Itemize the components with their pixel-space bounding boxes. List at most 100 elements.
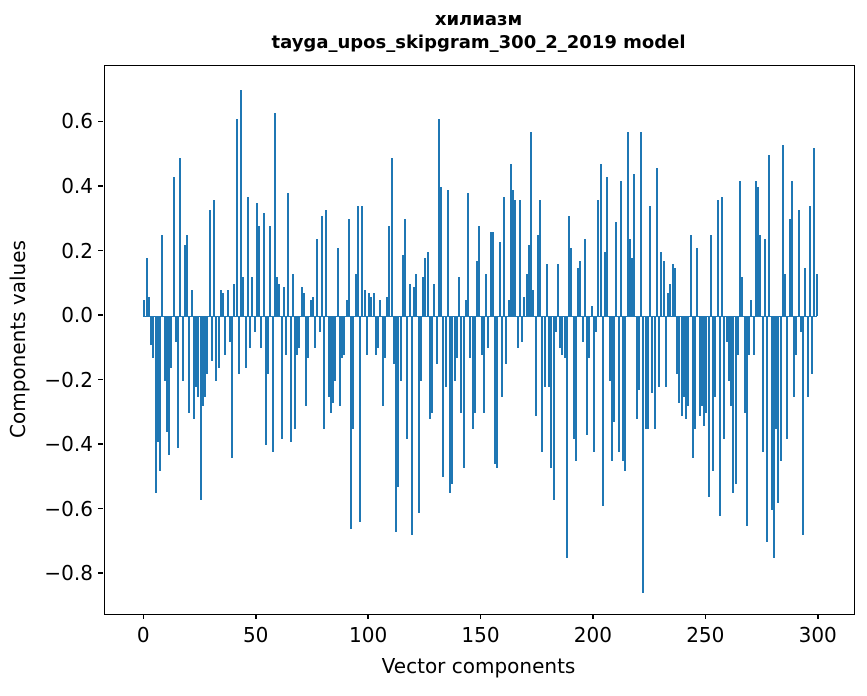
bar xyxy=(763,238,766,316)
bar xyxy=(316,238,319,316)
bar xyxy=(788,219,791,316)
bar xyxy=(361,206,364,316)
bar xyxy=(761,316,764,452)
bar xyxy=(485,274,487,316)
bar xyxy=(793,316,795,397)
bar xyxy=(320,216,323,316)
bar xyxy=(226,290,229,316)
bar xyxy=(399,316,402,381)
bar xyxy=(509,164,512,316)
bar xyxy=(557,264,559,316)
bar xyxy=(577,267,580,316)
bar xyxy=(244,316,247,368)
bar xyxy=(617,316,620,452)
bar xyxy=(311,296,314,316)
bar xyxy=(246,196,249,316)
bar xyxy=(431,316,434,413)
bar xyxy=(583,238,586,316)
y-tick-label: 0.0 xyxy=(61,303,93,327)
bar xyxy=(815,274,818,316)
bar xyxy=(210,316,213,362)
bar xyxy=(545,264,548,316)
bar xyxy=(727,316,730,381)
bar xyxy=(579,261,582,316)
bar xyxy=(282,286,285,316)
x-tick-label: 250 xyxy=(686,623,725,647)
bar xyxy=(186,235,188,316)
bar xyxy=(559,316,562,349)
bar xyxy=(334,316,337,381)
bar xyxy=(721,196,723,316)
bar xyxy=(680,316,683,416)
bar xyxy=(458,277,460,316)
bar xyxy=(415,274,418,316)
bar xyxy=(345,299,348,316)
x-tick-mark xyxy=(592,614,594,619)
bar xyxy=(309,299,312,316)
bar xyxy=(271,316,274,452)
bar xyxy=(406,316,409,439)
bar xyxy=(811,316,813,375)
bar xyxy=(646,316,649,429)
bars xyxy=(105,66,854,614)
bar xyxy=(705,316,708,413)
bar xyxy=(183,245,186,316)
bar xyxy=(698,316,701,416)
bar xyxy=(347,219,350,316)
bar xyxy=(453,316,456,381)
bar xyxy=(287,193,290,316)
bar xyxy=(154,316,157,494)
bar xyxy=(291,274,294,316)
bar xyxy=(610,316,613,462)
x-axis-label: Vector components xyxy=(381,654,576,678)
bar xyxy=(588,316,591,358)
bar xyxy=(314,316,317,349)
bar xyxy=(655,167,658,316)
bar xyxy=(368,293,371,316)
bar xyxy=(444,316,447,387)
bar xyxy=(532,290,535,316)
bar xyxy=(790,180,793,316)
bar xyxy=(305,316,308,407)
y-axis-label: Components values xyxy=(6,240,30,438)
bar xyxy=(563,316,566,358)
bar xyxy=(165,316,168,433)
bar xyxy=(260,316,263,349)
bar xyxy=(736,316,739,355)
bar xyxy=(633,174,636,316)
bar xyxy=(278,283,281,316)
bar xyxy=(606,177,609,316)
bar xyxy=(206,316,209,375)
bar xyxy=(395,316,398,533)
bar xyxy=(150,316,153,345)
bar xyxy=(730,316,732,407)
bar xyxy=(644,316,647,429)
bar xyxy=(745,316,748,526)
bar xyxy=(332,316,335,404)
bar xyxy=(523,296,526,316)
bar xyxy=(685,316,688,420)
bar xyxy=(219,290,222,316)
bar xyxy=(496,316,499,468)
bar xyxy=(370,296,373,316)
bar xyxy=(689,235,692,316)
bar xyxy=(601,316,604,507)
bar xyxy=(624,316,627,471)
bar xyxy=(775,316,777,429)
bar xyxy=(739,180,741,316)
bar xyxy=(667,293,670,316)
bar xyxy=(806,316,809,397)
bar xyxy=(273,112,276,316)
bar xyxy=(718,316,721,516)
x-tick-label: 0 xyxy=(136,623,150,647)
y-tick-label: 0.4 xyxy=(61,174,93,198)
bar xyxy=(487,316,490,349)
bar xyxy=(161,235,164,316)
bar xyxy=(213,199,215,316)
bar xyxy=(500,316,503,397)
bar xyxy=(469,316,472,358)
bar xyxy=(590,306,593,316)
bar xyxy=(586,316,589,436)
y-tick-label: −0.2 xyxy=(44,367,93,392)
bar xyxy=(480,316,483,355)
